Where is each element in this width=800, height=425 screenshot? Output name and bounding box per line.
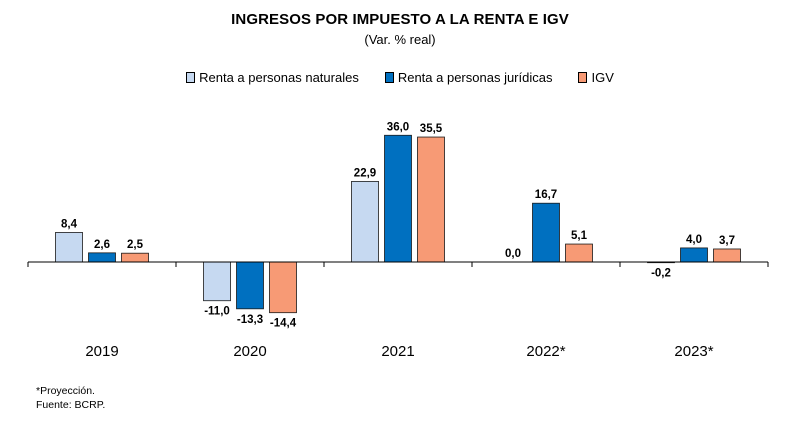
bar-juridicas-2: [384, 134, 412, 263]
category-label-1: 2020: [233, 343, 266, 360]
bar-igv-2: [417, 136, 445, 263]
category-label-4: 2023*: [674, 343, 713, 360]
legend-swatch-juridicas: [384, 72, 394, 83]
data-label-naturales-2: 22,9: [354, 167, 376, 179]
data-label-naturales-3: 0,0: [505, 248, 521, 260]
legend-item-juridicas: Renta a personas jurídicas: [384, 70, 553, 85]
bar-igv-1: [269, 261, 297, 314]
bar-naturales-0: [55, 232, 83, 263]
legend-item-naturales: Renta a personas naturales: [186, 70, 359, 85]
data-label-naturales-1: -11,0: [204, 306, 230, 318]
data-label-juridicas-1: -13,3: [237, 314, 263, 326]
legend-swatch-naturales: [186, 72, 196, 83]
data-label-juridicas-4: 4,0: [686, 234, 702, 246]
bar-naturales-2: [351, 180, 379, 263]
category-label-3: 2022*: [526, 343, 565, 360]
data-label-igv-4: 3,7: [719, 235, 735, 247]
data-label-igv-2: 35,5: [420, 123, 443, 135]
footnote-source: Fuente: BCRP.: [36, 399, 106, 411]
legend: Renta a personas naturales Renta a perso…: [0, 70, 800, 85]
footnote-projection: *Proyección.: [36, 385, 95, 397]
legend-swatch-igv: [578, 72, 588, 83]
data-label-igv-0: 2,5: [127, 239, 144, 251]
chart-title: INGRESOS POR IMPUESTO A LA RENTA E IGV: [231, 11, 569, 28]
bar-igv-3: [565, 243, 593, 263]
bar-igv-4: [713, 248, 741, 263]
data-label-juridicas-0: 2,6: [94, 239, 110, 251]
bar-igv-0: [121, 252, 149, 263]
category-label-2: 2021: [381, 343, 414, 360]
bar-juridicas-3: [532, 202, 560, 263]
bar-juridicas-4: [680, 247, 708, 263]
chart-subtitle: (Var. % real): [364, 32, 436, 47]
bar-juridicas-0: [88, 252, 116, 263]
data-label-naturales-4: -0,2: [651, 268, 671, 280]
legend-item-igv: IGV: [578, 70, 614, 85]
data-label-juridicas-2: 36,0: [387, 121, 409, 133]
legend-label-igv: IGV: [591, 70, 614, 85]
legend-label-juridicas: Renta a personas jurídicas: [397, 70, 553, 85]
category-label-0: 2019: [85, 343, 118, 360]
legend-label-naturales: Renta a personas naturales: [199, 70, 359, 85]
bar-juridicas-1: [236, 261, 264, 310]
data-label-naturales-0: 8,4: [61, 218, 78, 230]
footnotes: *Proyección. Fuente: BCRP.: [36, 384, 105, 412]
bar-naturales-1: [203, 261, 231, 302]
data-label-igv-1: -14,4: [270, 318, 297, 330]
data-label-juridicas-3: 16,7: [535, 189, 557, 201]
data-label-igv-3: 5,1: [571, 230, 588, 242]
